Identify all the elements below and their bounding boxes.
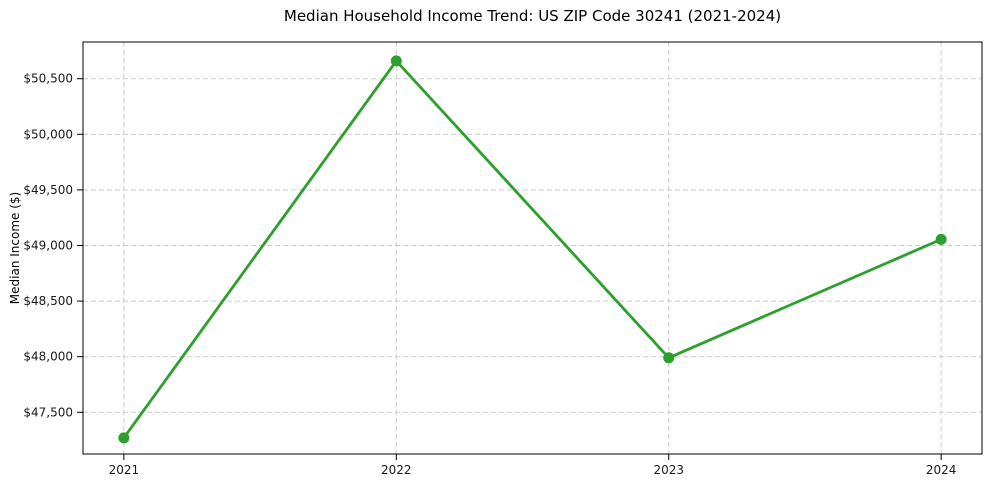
y-tick-label: $48,000 bbox=[23, 350, 73, 364]
x-tick-label: 2024 bbox=[926, 463, 957, 477]
data-point-marker bbox=[118, 432, 130, 444]
y-tick-label: $48,500 bbox=[23, 294, 73, 308]
y-tick-label: $50,500 bbox=[23, 72, 73, 86]
data-point-marker bbox=[390, 55, 402, 67]
x-tick-label: 2022 bbox=[381, 463, 412, 477]
y-tick-label: $49,500 bbox=[23, 183, 73, 197]
data-point-marker bbox=[935, 233, 947, 245]
y-tick-label: $49,000 bbox=[23, 238, 73, 252]
y-axis-label: Median Income ($) bbox=[8, 191, 22, 305]
y-tick-label: $47,500 bbox=[23, 405, 73, 419]
x-tick-label: 2023 bbox=[653, 463, 684, 477]
chart-title: Median Household Income Trend: US ZIP Co… bbox=[283, 7, 782, 25]
plot-border bbox=[82, 41, 983, 455]
data-point-marker bbox=[663, 352, 675, 364]
y-tick-label: $50,000 bbox=[23, 127, 73, 141]
series-line bbox=[122, 59, 943, 440]
x-tick-label: 2021 bbox=[109, 463, 140, 477]
